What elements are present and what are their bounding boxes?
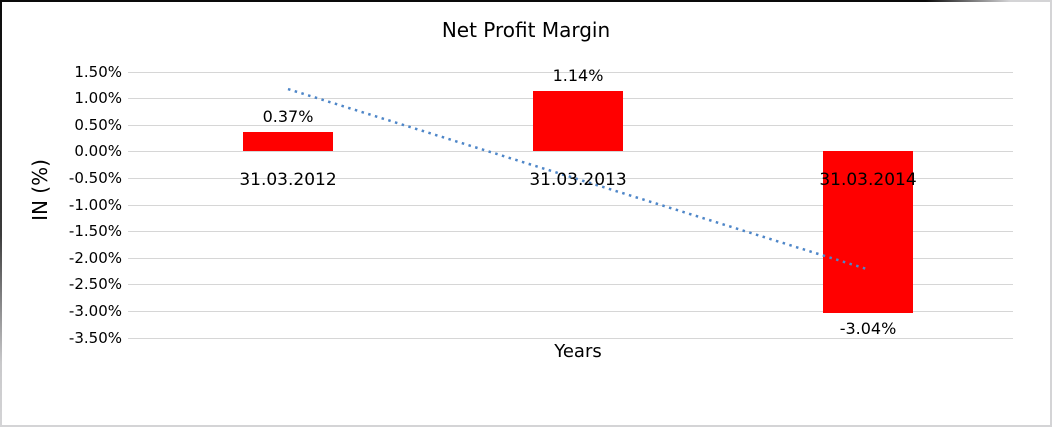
y-axis-tick-label: -0.50% — [68, 169, 122, 187]
gridline — [128, 72, 1013, 73]
value-label: 0.37% — [262, 106, 314, 126]
y-axis-tick-label: 0.50% — [74, 116, 122, 134]
bar — [533, 90, 623, 152]
category-label: 31.03.2012 — [239, 170, 337, 190]
y-axis-tick-label: -1.00% — [68, 196, 122, 214]
value-label: 1.14% — [552, 65, 604, 85]
y-axis-tick-label: -2.50% — [68, 275, 122, 293]
y-axis-tick-label: -3.00% — [68, 302, 122, 320]
category-label: 31.03.2013 — [529, 170, 627, 190]
frame-border-top — [0, 0, 1052, 2]
value-label: -3.04% — [839, 319, 897, 339]
y-axis-tick-label: 1.00% — [74, 89, 122, 107]
y-axis-tick-label: -3.50% — [68, 329, 122, 347]
chart-title: Net Profit Margin — [441, 18, 611, 42]
y-axis-title: IN (%) — [28, 159, 52, 221]
x-axis-title: Years — [554, 341, 602, 362]
y-axis-tick-label: -1.50% — [68, 222, 122, 240]
category-label: 31.03.2014 — [819, 170, 917, 190]
gridline — [128, 284, 1013, 285]
gridline — [128, 311, 1013, 312]
gridline — [128, 338, 1013, 339]
bar — [243, 131, 333, 152]
y-axis-tick-label: 0.00% — [74, 142, 122, 160]
frame-border-left — [0, 0, 2, 427]
y-axis-tick-label: 1.50% — [74, 63, 122, 81]
y-axis-tick-label: -2.00% — [68, 249, 122, 267]
